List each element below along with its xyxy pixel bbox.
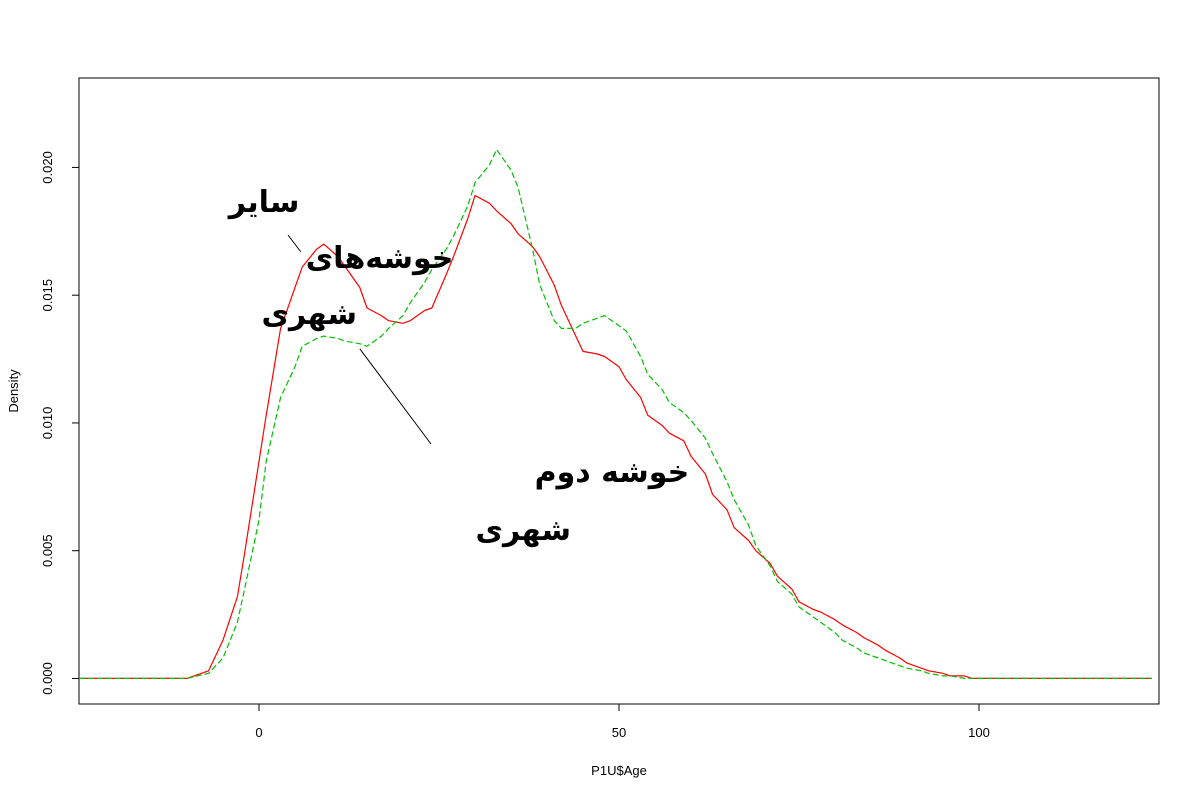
y-tick-label: 0.005 <box>40 534 55 567</box>
x-tick-label: 0 <box>255 725 262 740</box>
x-axis-title: P1U$Age <box>591 763 647 778</box>
y-tick-label: 0.010 <box>40 407 55 440</box>
annotation-text: سایر <box>227 185 300 220</box>
x-tick-label: 100 <box>968 725 990 740</box>
series-line-red <box>79 194 1152 680</box>
x-tick-label: 50 <box>612 725 626 740</box>
annotation-text: شهری <box>476 513 571 548</box>
y-tick-label: 0.020 <box>40 151 55 184</box>
series-line-green <box>79 148 1152 680</box>
annotation-text: خوشه دوم <box>535 455 690 490</box>
annotation-text: شهری <box>262 297 357 332</box>
y-axis: 0.000 0.005 0.010 0.015 0.020 <box>40 151 80 695</box>
annotation-leader-line <box>359 348 432 445</box>
plot-frame <box>78 77 1160 705</box>
y-axis-title: Density <box>6 369 21 413</box>
y-tick-label: 0.000 <box>40 662 55 695</box>
annotation-text: خوشه‌های <box>306 241 454 276</box>
y-tick-label: 0.015 <box>40 279 55 312</box>
annotation-leader-line <box>287 234 302 253</box>
x-axis: 0 50 100 <box>255 703 990 740</box>
series-layer <box>79 148 1152 680</box>
